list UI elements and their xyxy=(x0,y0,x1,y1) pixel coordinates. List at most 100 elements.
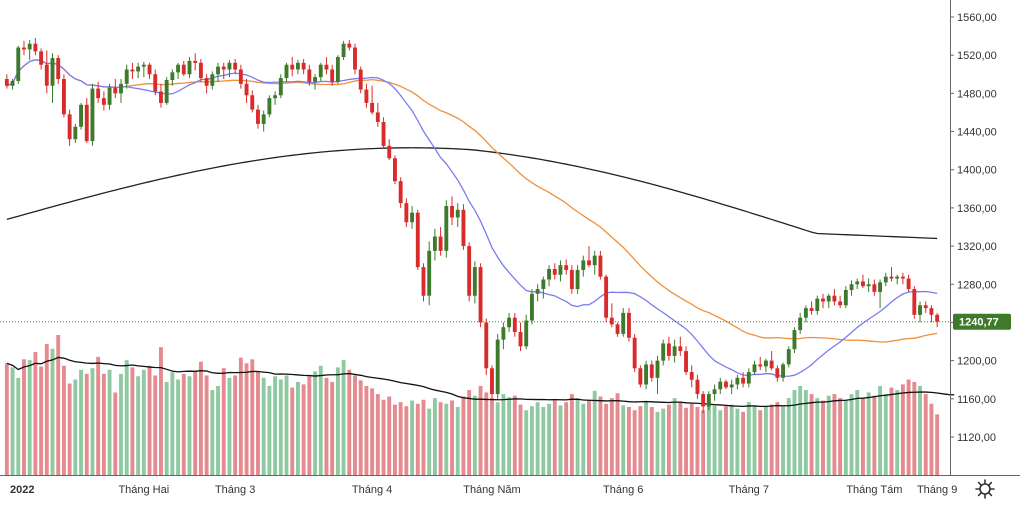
candle-body xyxy=(535,289,540,294)
candle xyxy=(450,196,454,226)
candle-body xyxy=(684,351,688,373)
volume-bar xyxy=(923,394,928,475)
volume-bar xyxy=(39,366,44,475)
volume-bar xyxy=(929,403,934,475)
volume-bar xyxy=(935,414,940,475)
volume-bar xyxy=(404,406,409,475)
volume-bar xyxy=(495,402,500,475)
candle-body xyxy=(838,301,843,306)
candle xyxy=(918,301,922,323)
candle-body xyxy=(124,69,129,84)
volume-bar xyxy=(872,395,877,475)
candle xyxy=(638,365,643,388)
candle xyxy=(33,38,38,56)
candle-body xyxy=(159,91,163,103)
candle-body xyxy=(415,212,420,268)
candle xyxy=(10,79,15,90)
candle-body xyxy=(666,343,671,356)
candle-body xyxy=(358,69,363,90)
candle xyxy=(124,64,129,89)
candle-body xyxy=(752,364,757,373)
candle xyxy=(335,55,340,84)
ma-mid-line xyxy=(6,59,938,343)
volume-bar xyxy=(364,385,369,475)
volume-bar xyxy=(233,375,238,475)
candle-body xyxy=(198,62,203,79)
candle xyxy=(238,64,243,89)
volume-bar xyxy=(198,361,203,475)
volume-bar xyxy=(244,363,249,475)
volume-bar xyxy=(113,392,118,475)
candle xyxy=(923,301,928,313)
volume-bar xyxy=(724,406,728,475)
candle xyxy=(67,109,72,146)
candle-body xyxy=(552,269,557,275)
candle xyxy=(695,374,700,399)
candle-body xyxy=(347,43,352,48)
candle-body xyxy=(273,95,278,99)
volume-bar xyxy=(758,410,763,475)
volume-bar xyxy=(101,373,106,475)
candle-body xyxy=(815,298,820,311)
volume-bar xyxy=(467,390,472,475)
volume-bar xyxy=(250,359,255,475)
candle-body xyxy=(398,181,403,204)
volume-bar xyxy=(284,375,289,475)
time-axis-label: Tháng 4 xyxy=(352,484,392,496)
volume-bar xyxy=(866,392,871,475)
candle-body xyxy=(524,320,529,347)
volume-bar xyxy=(256,371,260,475)
candle xyxy=(587,246,591,268)
time-axis-label: Tháng 9 xyxy=(917,484,957,496)
candle-body xyxy=(438,236,443,251)
candle xyxy=(718,377,723,395)
candle-body xyxy=(381,122,386,146)
candle xyxy=(472,261,477,304)
candle-body xyxy=(632,337,637,369)
volume-bar xyxy=(27,360,32,475)
volume-bar xyxy=(638,406,643,475)
candle xyxy=(84,98,89,143)
candle-body xyxy=(147,64,152,75)
candle xyxy=(330,64,335,86)
candle-body xyxy=(307,69,312,82)
volume-bar xyxy=(752,406,757,475)
candle-body xyxy=(193,60,198,63)
volume-bar xyxy=(153,375,158,475)
candle xyxy=(763,358,768,373)
candle-body xyxy=(878,282,883,292)
candle xyxy=(644,360,649,390)
candle xyxy=(216,62,220,82)
volume-bar xyxy=(221,368,226,475)
candle xyxy=(883,272,888,287)
volume-bar xyxy=(507,397,512,475)
candle xyxy=(375,102,380,127)
candle xyxy=(341,40,346,60)
candle-body xyxy=(278,78,283,96)
price-tick-label: 1160,00 xyxy=(957,394,996,406)
volume-bar xyxy=(84,373,89,475)
candle xyxy=(250,90,255,113)
candle xyxy=(56,55,61,84)
candle xyxy=(119,79,123,103)
candle-body xyxy=(33,43,38,52)
candle xyxy=(290,57,295,77)
candle-body xyxy=(923,305,928,309)
candle xyxy=(193,53,198,71)
price-axis: 1560,00 1520,00 1480,00 1440,00 1400,00 1360,… xyxy=(950,12,997,444)
volume-bar xyxy=(50,348,55,475)
settings-gear-icon[interactable] xyxy=(975,479,995,499)
candle-body xyxy=(233,62,238,70)
candle xyxy=(210,71,215,90)
candle-body xyxy=(238,69,243,84)
volume-bar xyxy=(421,399,426,475)
ma-long-line xyxy=(6,147,938,240)
candle-body xyxy=(101,98,106,105)
candle xyxy=(478,263,483,328)
candle-body xyxy=(769,360,774,369)
candle-body xyxy=(136,66,141,72)
candle xyxy=(712,384,717,401)
candle xyxy=(929,305,934,323)
candle xyxy=(444,200,449,258)
candle-body xyxy=(775,368,780,378)
